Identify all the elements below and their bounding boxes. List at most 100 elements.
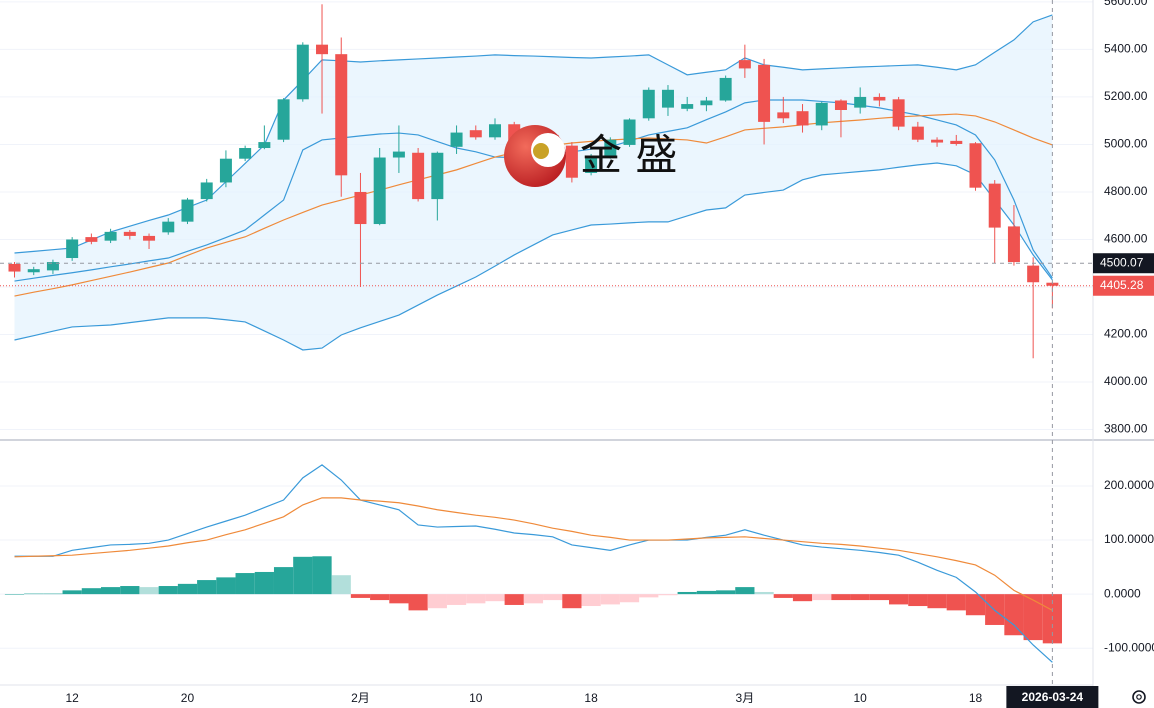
watermark: 金 盛 <box>504 125 677 187</box>
macd-bar <box>581 594 601 607</box>
x-tick-label: 18 <box>584 691 598 705</box>
candle-body <box>219 158 232 183</box>
candle-body <box>1046 282 1059 286</box>
macd-bar <box>370 594 390 601</box>
macd-bar <box>331 575 351 595</box>
macd-bar <box>1004 594 1024 636</box>
candle-body <box>565 145 578 178</box>
candle-body <box>796 111 809 126</box>
candle-body <box>296 44 309 100</box>
settings-icon[interactable] <box>1132 690 1146 704</box>
macd-bar <box>946 594 966 611</box>
watermark-text: 金 盛 <box>580 131 677 180</box>
candle-body <box>777 112 790 119</box>
macd-bar <box>792 594 813 602</box>
y-tick-label: 4200.00 <box>1104 327 1148 341</box>
macd-bar <box>273 567 294 595</box>
macd-line <box>14 497 1053 611</box>
x-tick-label: 2月 <box>351 691 370 705</box>
macd-bar <box>543 594 563 601</box>
axis-layer: 5600.00 5400.00 5200.00 5000.00 4800.00 4600.… <box>65 0 1154 708</box>
crosshair-date-label: 2026-03-24 <box>1022 690 1084 704</box>
last-price-box <box>1093 275 1154 296</box>
macd-bar <box>427 594 447 609</box>
x-tick-label: 10 <box>854 691 868 705</box>
candle-body <box>911 126 924 140</box>
candle-body <box>258 142 271 149</box>
candle-body <box>143 235 156 241</box>
x-tick-label: 3月 <box>736 691 755 705</box>
candle-body <box>316 44 329 55</box>
y-tick-label: 100.0000 <box>1104 532 1154 546</box>
macd-bar <box>696 590 717 595</box>
candle-body <box>373 157 386 225</box>
y-tick-label: 200.0000 <box>1104 478 1154 492</box>
candle-body <box>162 221 175 233</box>
candle-body <box>66 239 79 259</box>
macd-bar <box>1023 594 1043 641</box>
candle-body <box>123 231 136 236</box>
candle-body <box>85 237 98 242</box>
candle-body <box>604 139 617 157</box>
candle-body <box>431 152 444 200</box>
x-tick-label: 12 <box>65 691 79 705</box>
macd-bar <box>735 587 755 595</box>
candle-body <box>335 54 348 176</box>
candle-body <box>1007 226 1020 263</box>
candle-body <box>623 119 636 145</box>
candle-body <box>585 156 598 173</box>
macd-bar <box>466 594 486 604</box>
macd-bar <box>139 587 159 595</box>
candle-body <box>642 89 655 119</box>
macd-bar <box>619 594 640 603</box>
candle-body <box>200 182 213 200</box>
candle-body <box>1027 265 1040 283</box>
last-price-label: 4405.28 <box>1100 278 1144 292</box>
candle-body <box>969 143 982 188</box>
gear[interactable] <box>1132 690 1146 704</box>
y-tick-label: 4000.00 <box>1104 374 1148 388</box>
macd-bar <box>43 593 63 595</box>
macd-bar <box>850 594 870 601</box>
candle-body <box>950 140 963 144</box>
candle-body <box>450 132 463 147</box>
candle-body <box>277 99 290 140</box>
candle-body <box>700 100 713 106</box>
macd-bar <box>523 594 544 604</box>
x-tick-label: 18 <box>969 691 983 705</box>
macd-bar <box>389 594 409 604</box>
candle-body <box>181 199 194 222</box>
macd-bar <box>639 594 659 598</box>
crosshair-price-label: 4500.07 <box>1100 255 1144 269</box>
x-tick-label: 10 <box>469 691 483 705</box>
macd-bar <box>485 594 505 602</box>
macd-bar <box>677 591 697 595</box>
candle-body <box>873 96 886 101</box>
candle-body <box>469 130 482 138</box>
candle-body <box>719 77 732 101</box>
macd-bar <box>24 593 44 595</box>
x-tick-label: 20 <box>181 691 195 705</box>
macd-bar <box>408 594 428 611</box>
macd-bar <box>812 594 832 601</box>
candle-body <box>239 148 252 159</box>
candle-body <box>8 263 21 272</box>
macd-bar <box>216 577 236 595</box>
macd-bar <box>120 586 140 595</box>
macd-bar <box>197 580 217 595</box>
logo-coin <box>533 143 549 159</box>
candle-body <box>988 183 1001 228</box>
candle-body <box>392 151 405 158</box>
macd-bar <box>446 594 467 605</box>
macd-bar <box>254 571 274 595</box>
macd-bar <box>908 594 928 607</box>
y-tick-label: 5400.00 <box>1104 42 1148 56</box>
macd-bar <box>62 590 82 595</box>
candle-body <box>854 96 867 108</box>
candle-body <box>758 64 771 122</box>
gear-hub[interactable] <box>1136 694 1142 700</box>
y-tick-label: -100.0000 <box>1104 640 1154 654</box>
macd-bar <box>177 583 198 595</box>
y-tick-label: 5000.00 <box>1104 137 1148 151</box>
